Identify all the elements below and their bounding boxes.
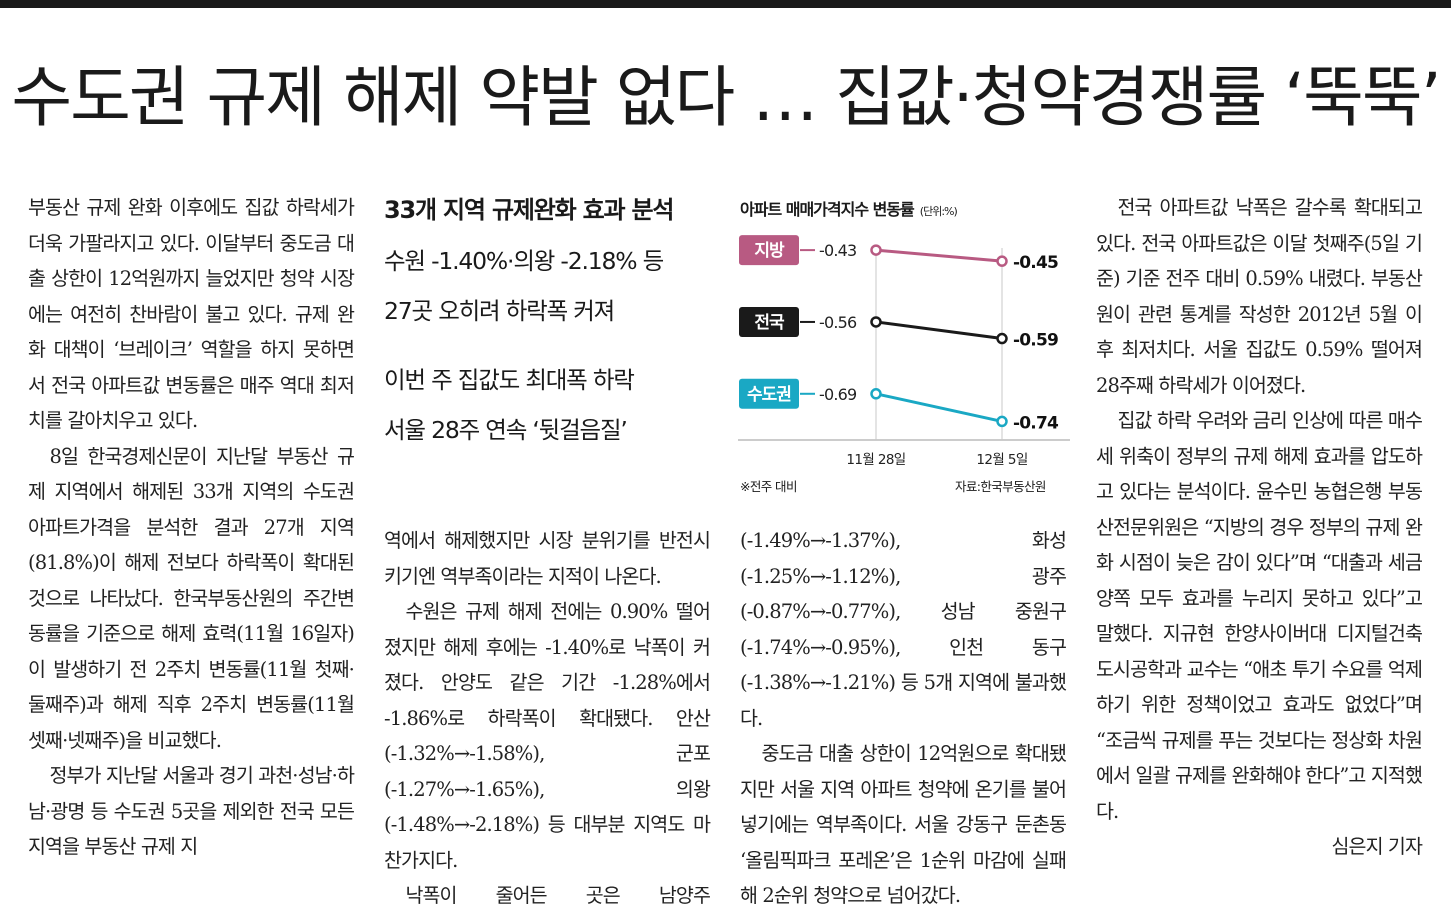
- end-value-label: -0.74: [1013, 413, 1059, 433]
- end-value-label: -0.59: [1013, 331, 1058, 351]
- series-label-box: [739, 306, 799, 337]
- data-point: [996, 332, 1008, 345]
- subhead-line: 27곳 오히려 하락폭 커져: [384, 297, 615, 325]
- start-value-label: -0.69: [819, 385, 857, 404]
- subhead-line: 서울 28주 연속 ‘뒷걸음질’: [384, 416, 628, 444]
- subhead-lead: 33개 지역 규제완화 효과 분석: [384, 196, 675, 224]
- line-chart: 11월 28일 12월 5일 지방 -0.43 -0.45 전국 -0.56 -0.59 수도권…: [735, 220, 1075, 500]
- article-paragraph: 수원은 규제 해제 전에는 0.90% 떨어졌지만 해제 후에는 -1.40%로…: [384, 600, 711, 872]
- data-point: [870, 388, 882, 400]
- top-rule: [0, 0, 1451, 8]
- x-tick-label: 11월 28일: [846, 452, 905, 468]
- start-value-label: -0.43: [819, 241, 856, 260]
- subhead-block-2: 이번 주 집값도 최대폭 하락 서울 28주 연속 ‘뒷걸음질’: [384, 355, 714, 455]
- chart-title: 아파트 매매가격지수 변동률 (단위:%): [740, 200, 958, 219]
- data-point: [870, 244, 882, 256]
- article-paragraph: (-1.49%→-1.37%), 화성(-1.25%→-1.12%), 광주(-…: [740, 529, 1067, 730]
- end-value-label: -0.45: [1013, 253, 1058, 273]
- series-label: 수도권: [747, 385, 791, 405]
- subhead-line: 이번 주 집값도 최대폭 하락: [384, 366, 635, 394]
- data-point: [996, 415, 1008, 428]
- series-line: [875, 248, 1003, 263]
- series-line: [875, 392, 1003, 423]
- article-column-1: 부동산 규제 완화 이후에도 집값 하락세가 더욱 가팔라지고 있다. 이달부터…: [28, 190, 355, 865]
- start-value-label: -0.56: [819, 313, 857, 332]
- article-column-2: 역에서 해제했지만 시장 분위기를 반전시키기엔 역부족이라는 지적이 나온다.…: [384, 523, 711, 914]
- x-tick-label: 12월 5일: [976, 452, 1027, 468]
- series-label: 전국: [754, 313, 785, 333]
- chart-note: ※전주 대비: [740, 479, 797, 494]
- data-point: [996, 255, 1008, 267]
- data-point: [870, 316, 882, 328]
- article-column-3: (-1.49%→-1.37%), 화성(-1.25%→-1.12%), 광주(-…: [740, 523, 1067, 914]
- article-column-4: 전국 아파트값 낙폭은 갈수록 확대되고 있다. 전국 아파트값은 이달 첫째주…: [1096, 190, 1423, 865]
- series-label: 지방: [754, 241, 785, 261]
- chart-svg: 11월 28일 12월 5일 지방 -0.43 -0.45 전국 -0.56 -0.59 수도권…: [738, 235, 1070, 468]
- chart-unit: (단위:%): [919, 205, 958, 218]
- chart-source: 자료:한국부동산원: [955, 479, 1046, 494]
- series-line: [875, 320, 1003, 341]
- series-label-box: [739, 235, 799, 266]
- byline: 심은지 기자: [1331, 835, 1423, 858]
- article-paragraph: 정부가 지난달 서울과 경기 과천·성남·하남·광명 등 수도권 5곳을 제외한…: [28, 764, 355, 858]
- article-paragraph: 전국 아파트값 낙폭은 갈수록 확대되고 있다. 전국 아파트값은 이달 첫째주…: [1096, 196, 1423, 397]
- article-paragraph: 부동산 규제 완화 이후에도 집값 하락세가 더욱 가팔라지고 있다. 이달부터…: [28, 196, 355, 432]
- article-paragraph: 낙폭이 줄어든 곳은 남양주: [405, 884, 710, 907]
- subhead-line: 수원 -1.40%·의왕 -2.18% 등: [384, 247, 664, 275]
- article-paragraph: 중도금 대출 상한이 12억원으로 확대됐지만 서울 지역 아파트 청약에 온기…: [740, 742, 1067, 907]
- headline: 수도권 규제 해제 약발 없다 … 집값·청약경쟁률 ‘뚝뚝’: [11, 59, 1441, 136]
- article-paragraph: 집값 하락 우려와 금리 인상에 따른 매수세 위축이 정부의 규제 해제 효과…: [1096, 409, 1423, 823]
- subhead-block-1: 수원 -1.40%·의왕 -2.18% 등 27곳 오히려 하락폭 커져: [384, 236, 714, 336]
- article-paragraph: 8일 한국경제신문이 지난달 부동산 규제 지역에서 해제된 33개 지역의 수…: [28, 444, 355, 752]
- article-paragraph: 역에서 해제했지만 시장 분위기를 반전시키기엔 역부족이라는 지적이 나온다.: [384, 529, 711, 588]
- series-label-box: [739, 378, 799, 409]
